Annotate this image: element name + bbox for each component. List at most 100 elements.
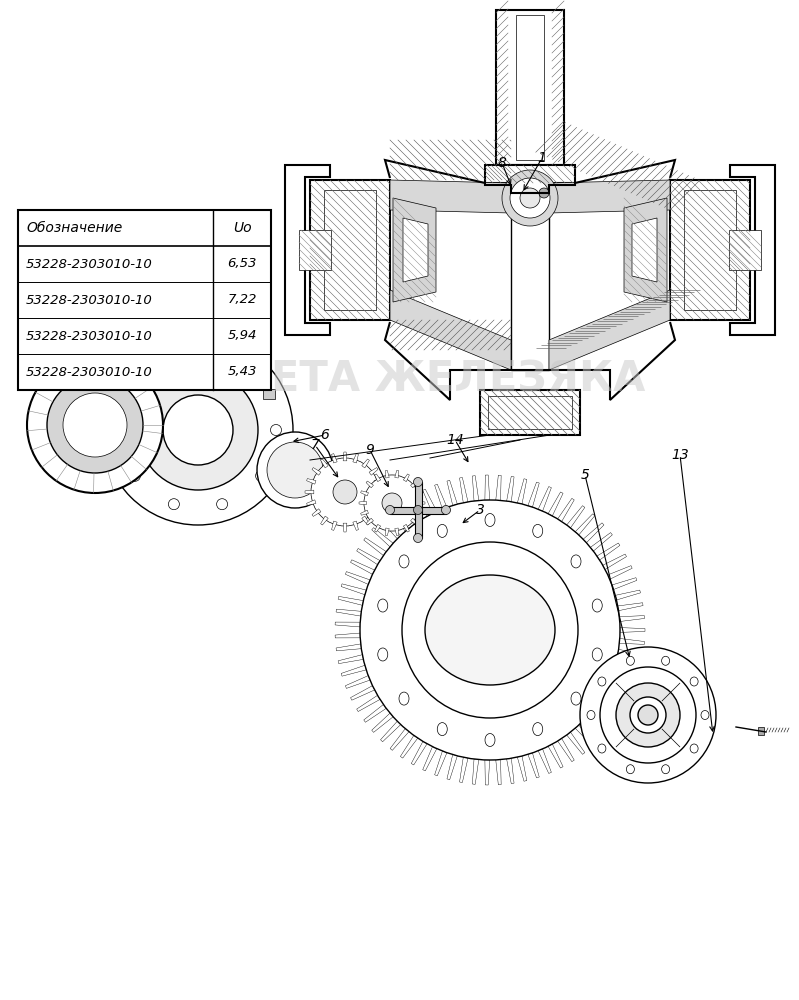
Polygon shape xyxy=(608,681,632,694)
Polygon shape xyxy=(205,341,211,347)
Polygon shape xyxy=(366,518,373,525)
Circle shape xyxy=(103,335,293,525)
Polygon shape xyxy=(353,521,359,530)
Polygon shape xyxy=(345,676,370,688)
Circle shape xyxy=(333,480,357,504)
Circle shape xyxy=(271,424,281,436)
Text: 13: 13 xyxy=(671,448,689,462)
Circle shape xyxy=(129,379,141,390)
Polygon shape xyxy=(205,377,211,383)
Bar xyxy=(415,482,422,510)
Polygon shape xyxy=(730,165,775,335)
Circle shape xyxy=(364,475,420,531)
Circle shape xyxy=(63,393,127,457)
Polygon shape xyxy=(411,518,418,525)
Polygon shape xyxy=(356,548,380,565)
Bar xyxy=(488,396,572,429)
Bar xyxy=(516,15,544,160)
Ellipse shape xyxy=(690,744,698,753)
Ellipse shape xyxy=(533,723,543,736)
Polygon shape xyxy=(341,584,366,595)
Polygon shape xyxy=(632,218,657,282)
Polygon shape xyxy=(242,360,248,364)
Bar xyxy=(418,506,446,514)
Circle shape xyxy=(638,705,658,725)
Circle shape xyxy=(580,647,716,783)
Polygon shape xyxy=(411,495,427,519)
Polygon shape xyxy=(619,638,645,644)
Polygon shape xyxy=(495,760,501,785)
Text: 6: 6 xyxy=(320,428,329,442)
Polygon shape xyxy=(390,510,409,531)
Text: 53228-2303010-10: 53228-2303010-10 xyxy=(26,257,153,270)
Bar xyxy=(415,482,422,538)
Bar xyxy=(418,506,446,514)
Polygon shape xyxy=(374,500,384,505)
Polygon shape xyxy=(435,751,447,776)
Text: 5,94: 5,94 xyxy=(227,330,256,342)
Polygon shape xyxy=(575,514,594,535)
Ellipse shape xyxy=(701,710,709,720)
Polygon shape xyxy=(362,516,369,525)
Bar xyxy=(684,190,736,310)
Polygon shape xyxy=(335,622,360,627)
Circle shape xyxy=(76,367,92,383)
Ellipse shape xyxy=(485,514,495,526)
Polygon shape xyxy=(485,475,490,500)
Circle shape xyxy=(539,188,549,198)
Ellipse shape xyxy=(533,524,543,537)
Bar xyxy=(729,230,761,270)
Polygon shape xyxy=(343,523,347,532)
Ellipse shape xyxy=(587,710,595,720)
Polygon shape xyxy=(312,509,321,516)
Bar xyxy=(511,183,549,370)
Polygon shape xyxy=(215,381,219,388)
Circle shape xyxy=(442,506,451,514)
Polygon shape xyxy=(380,721,401,742)
Polygon shape xyxy=(385,528,389,536)
Bar xyxy=(264,389,276,399)
Polygon shape xyxy=(423,489,437,513)
Polygon shape xyxy=(215,336,219,343)
Circle shape xyxy=(385,506,395,514)
Polygon shape xyxy=(549,290,670,370)
Circle shape xyxy=(214,354,230,370)
Circle shape xyxy=(630,697,666,733)
Polygon shape xyxy=(618,649,643,657)
Polygon shape xyxy=(362,459,369,468)
Circle shape xyxy=(217,350,228,361)
Polygon shape xyxy=(608,566,632,579)
Polygon shape xyxy=(338,655,364,664)
Circle shape xyxy=(502,170,558,226)
Polygon shape xyxy=(602,554,626,569)
Ellipse shape xyxy=(485,734,495,746)
Ellipse shape xyxy=(626,765,634,774)
Polygon shape xyxy=(539,487,551,511)
Polygon shape xyxy=(400,735,418,758)
Polygon shape xyxy=(485,760,490,785)
Polygon shape xyxy=(548,492,563,516)
Bar xyxy=(264,461,276,471)
Polygon shape xyxy=(225,381,229,388)
Polygon shape xyxy=(351,560,375,574)
Text: 7: 7 xyxy=(311,438,320,452)
Ellipse shape xyxy=(690,677,698,686)
Polygon shape xyxy=(395,528,399,536)
Ellipse shape xyxy=(378,648,388,661)
Text: 9: 9 xyxy=(366,443,375,457)
Text: ПЛАНЕТА ЖЕЛЕЗЯКА: ПЛАНЕТА ЖЕЛЕЗЯКА xyxy=(134,359,646,401)
Polygon shape xyxy=(566,506,585,528)
Circle shape xyxy=(138,370,258,490)
Polygon shape xyxy=(447,755,457,780)
Polygon shape xyxy=(472,476,479,501)
Bar xyxy=(390,506,446,514)
Polygon shape xyxy=(320,516,328,525)
Polygon shape xyxy=(619,616,645,622)
Polygon shape xyxy=(447,480,457,505)
Polygon shape xyxy=(615,660,641,670)
Polygon shape xyxy=(459,757,468,783)
Polygon shape xyxy=(356,695,380,712)
Polygon shape xyxy=(612,578,637,590)
Polygon shape xyxy=(196,360,202,364)
Polygon shape xyxy=(517,756,527,781)
